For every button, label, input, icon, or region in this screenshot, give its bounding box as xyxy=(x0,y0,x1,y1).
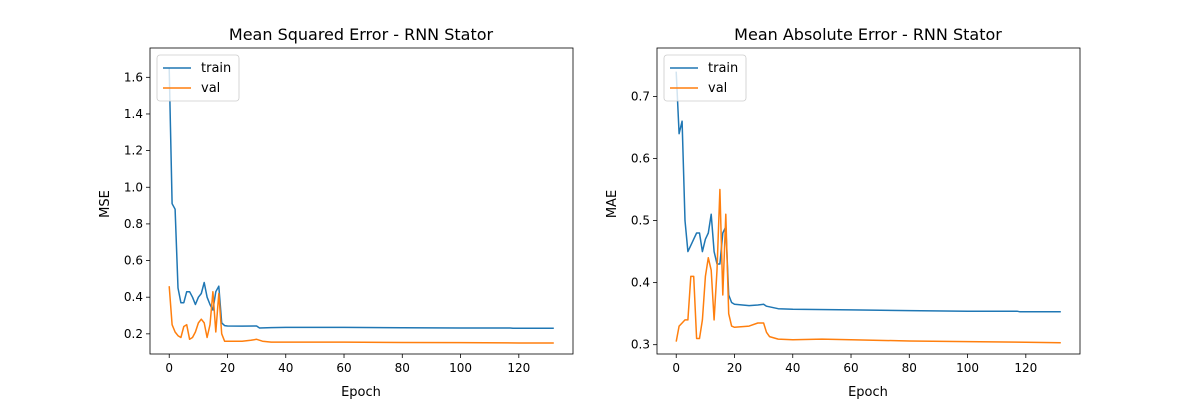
x-tick-label: 40 xyxy=(785,361,800,375)
x-tick-label: 20 xyxy=(220,361,235,375)
legend: train val xyxy=(156,54,240,102)
legend: train val xyxy=(663,54,747,102)
y-tick-label: 1.0 xyxy=(124,180,143,194)
x-axis-label: Epoch xyxy=(341,385,381,400)
axes-frame xyxy=(149,47,574,355)
y-tick-label: 0.3 xyxy=(631,338,650,352)
x-tick-label: 80 xyxy=(395,361,410,375)
x-tick-label: 80 xyxy=(902,361,917,375)
legend-label-val: val xyxy=(201,81,220,96)
x-tick-label: 120 xyxy=(1014,361,1037,375)
y-tick-label: 0.6 xyxy=(631,151,650,165)
x-tick-label: 0 xyxy=(672,361,680,375)
y-tick-label: 0.4 xyxy=(124,290,143,304)
x-tick-label: 0 xyxy=(165,361,173,375)
legend-box xyxy=(156,54,240,102)
chart-title: Mean Squared Error - RNN Stator xyxy=(229,25,494,44)
mse-chart-panel: Mean Squared Error - RNN Stator Epoch MS… xyxy=(98,25,574,400)
y-tick-label: 0.5 xyxy=(631,214,650,228)
axes-frame xyxy=(656,47,1081,355)
y-axis-label: MAE xyxy=(605,190,620,218)
legend-box xyxy=(663,54,747,102)
y-tick-label: 1.6 xyxy=(124,70,143,84)
y-tick-label: 0.7 xyxy=(631,89,650,103)
series-line-val xyxy=(168,286,554,344)
x-tick-label: 120 xyxy=(507,361,530,375)
y-tick-label: 0.4 xyxy=(631,276,650,290)
series-line-train xyxy=(675,71,1061,313)
y-tick-label: 0.6 xyxy=(124,254,143,268)
y-axis-label: MSE xyxy=(98,190,113,218)
y-tick-label: 1.4 xyxy=(124,107,143,121)
mae-chart-panel: Mean Absolute Error - RNN Stator Epoch M… xyxy=(605,25,1081,400)
x-tick-label: 60 xyxy=(843,361,858,375)
x-axis-label: Epoch xyxy=(848,385,888,400)
y-tick-label: 0.2 xyxy=(124,327,143,341)
x-tick-label: 100 xyxy=(449,361,472,375)
y-tick-label: 0.8 xyxy=(124,217,143,231)
plot-area: 0 20 40 60 80 100 120 0.3 0.4 0.5 0.6 0.7 train val xyxy=(631,47,1081,375)
plot-area: 0 20 40 60 80 100 120 0.2 0.4 0.6 0.8 1.0 1.2 1.4 1.6 t… xyxy=(124,47,574,375)
y-tick-label: 1.2 xyxy=(124,144,143,158)
chart-title: Mean Absolute Error - RNN Stator xyxy=(734,25,1002,44)
legend-label-val: val xyxy=(708,81,727,96)
x-tick-label: 100 xyxy=(956,361,979,375)
series-line-val xyxy=(675,188,1061,344)
series-line-train xyxy=(168,68,554,330)
x-tick-label: 40 xyxy=(278,361,293,375)
x-tick-label: 60 xyxy=(336,361,351,375)
x-tick-label: 20 xyxy=(727,361,742,375)
legend-label-train: train xyxy=(708,61,738,76)
legend-label-train: train xyxy=(201,61,231,76)
